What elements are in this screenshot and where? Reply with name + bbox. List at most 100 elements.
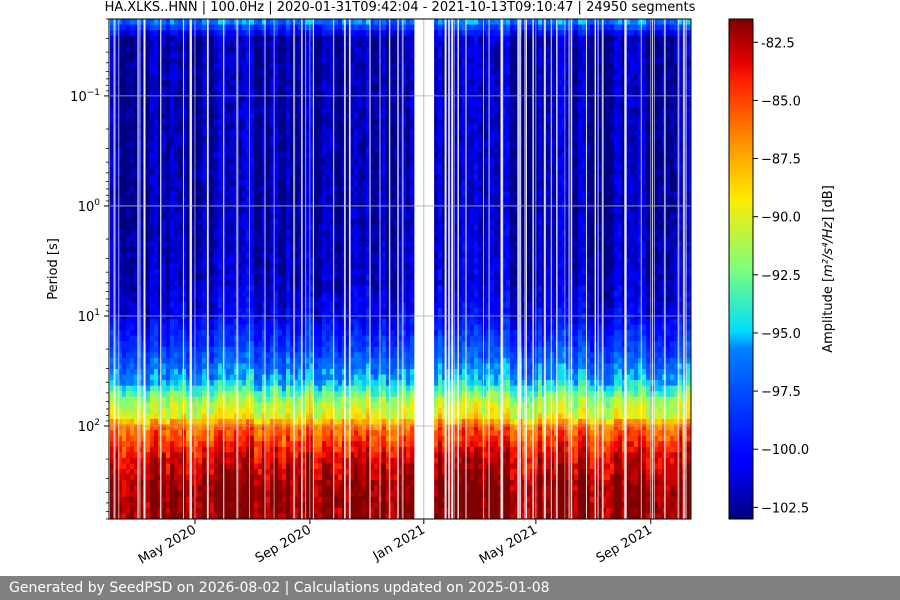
heatmap-cell xyxy=(226,274,231,281)
heatmap-cell xyxy=(170,357,175,364)
heatmap-cell xyxy=(298,63,303,70)
heatmap-cell xyxy=(190,157,195,164)
heatmap-cell xyxy=(178,363,183,370)
heatmap-cell xyxy=(122,213,127,220)
heatmap-cell xyxy=(126,207,131,214)
heatmap-cell xyxy=(114,241,119,248)
heatmap-cell xyxy=(166,46,171,53)
heatmap-cell xyxy=(246,41,251,48)
heatmap-cell xyxy=(218,191,223,198)
heatmap-cell xyxy=(154,269,159,275)
heatmap-cell xyxy=(258,130,263,137)
heatmap-cell xyxy=(322,324,327,331)
heatmap-cell xyxy=(314,357,319,364)
heatmap-cell xyxy=(146,41,151,48)
heatmap-cell xyxy=(134,219,139,225)
heatmap-cell xyxy=(178,291,183,298)
heatmap-cell xyxy=(190,363,195,370)
heatmap-cell xyxy=(186,369,191,375)
heatmap-cell xyxy=(166,291,171,298)
heatmap-cell xyxy=(246,352,251,359)
heatmap-cell xyxy=(282,280,287,287)
heatmap-cell xyxy=(118,269,123,275)
heatmap-cell xyxy=(194,452,199,459)
heatmap-cell xyxy=(270,157,275,164)
heatmap-cell xyxy=(190,491,195,498)
heatmap-cell xyxy=(110,485,115,492)
heatmap-cell xyxy=(134,369,139,375)
heatmap-cell xyxy=(262,402,267,409)
heatmap-cell xyxy=(114,285,119,292)
heatmap-cell xyxy=(310,307,315,314)
heatmap-cell xyxy=(166,319,171,325)
heatmap-cell xyxy=(162,296,167,303)
heatmap-cell xyxy=(218,130,223,137)
heatmap-cell xyxy=(174,491,179,498)
heatmap-cell xyxy=(262,263,267,270)
heatmap-cell xyxy=(258,313,263,320)
heatmap-cell xyxy=(150,463,155,470)
heatmap-cell xyxy=(274,241,279,248)
heatmap-cell xyxy=(294,224,299,231)
heatmap-cell xyxy=(118,419,123,425)
heatmap-cell xyxy=(246,274,251,281)
heatmap-cell xyxy=(174,219,179,225)
heatmap-cell xyxy=(254,363,259,370)
heatmap-cell xyxy=(298,135,303,142)
heatmap-cell xyxy=(322,230,327,237)
heatmap-cell xyxy=(214,474,219,481)
heatmap-cell xyxy=(230,507,235,514)
heatmap-cell xyxy=(274,52,279,59)
heatmap-column xyxy=(118,19,123,520)
heatmap-cell xyxy=(182,102,187,109)
heatmap-cell xyxy=(162,130,167,137)
heatmap-cell xyxy=(202,124,207,131)
heatmap-cell xyxy=(266,246,271,253)
heatmap-cell xyxy=(278,513,283,520)
heatmap-cell xyxy=(178,446,183,453)
heatmap-cell xyxy=(154,185,159,192)
heatmap-cell xyxy=(202,252,207,259)
heatmap-cell xyxy=(134,185,139,192)
heatmap-cell xyxy=(186,291,191,298)
heatmap-cell xyxy=(318,513,323,520)
heatmap-cell xyxy=(242,452,247,459)
heatmap-cell xyxy=(118,241,123,248)
heatmap-cell xyxy=(170,19,175,25)
heatmap-cell xyxy=(110,396,115,403)
heatmap-cell xyxy=(210,430,215,437)
heatmap-cell xyxy=(298,502,303,509)
heatmap-cell xyxy=(166,124,171,131)
heatmap-cell xyxy=(262,413,267,420)
heatmap-cell xyxy=(174,24,179,31)
heatmap-cell xyxy=(170,474,175,481)
heatmap-cell xyxy=(294,274,299,281)
heatmap-column xyxy=(194,19,199,520)
heatmap-cell xyxy=(166,163,171,170)
heatmap-cell xyxy=(238,46,243,53)
heatmap-cell xyxy=(110,107,115,114)
heatmap-cell xyxy=(126,174,131,181)
heatmap-cell xyxy=(174,263,179,270)
heatmap-cell xyxy=(110,463,115,470)
heatmap-cell xyxy=(186,146,191,153)
heatmap-cell xyxy=(314,424,319,431)
heatmap-cell xyxy=(242,413,247,420)
heatmap-cell xyxy=(194,196,199,203)
heatmap-cell xyxy=(190,469,195,475)
heatmap-cell xyxy=(194,319,199,325)
heatmap-cell xyxy=(326,419,331,425)
heatmap-cell xyxy=(250,341,255,348)
heatmap-cell xyxy=(302,280,307,287)
heatmap-cell xyxy=(166,313,171,320)
heatmap-cell xyxy=(186,296,191,303)
heatmap-cell xyxy=(278,474,283,481)
heatmap-cell xyxy=(278,469,283,475)
heatmap-cell xyxy=(110,385,115,392)
heatmap-cell xyxy=(246,363,251,370)
heatmap-cell xyxy=(130,24,135,31)
heatmap-cell xyxy=(314,463,319,470)
heatmap-cell xyxy=(230,241,235,248)
heatmap-cell xyxy=(122,113,127,120)
heatmap-cell xyxy=(170,219,175,225)
